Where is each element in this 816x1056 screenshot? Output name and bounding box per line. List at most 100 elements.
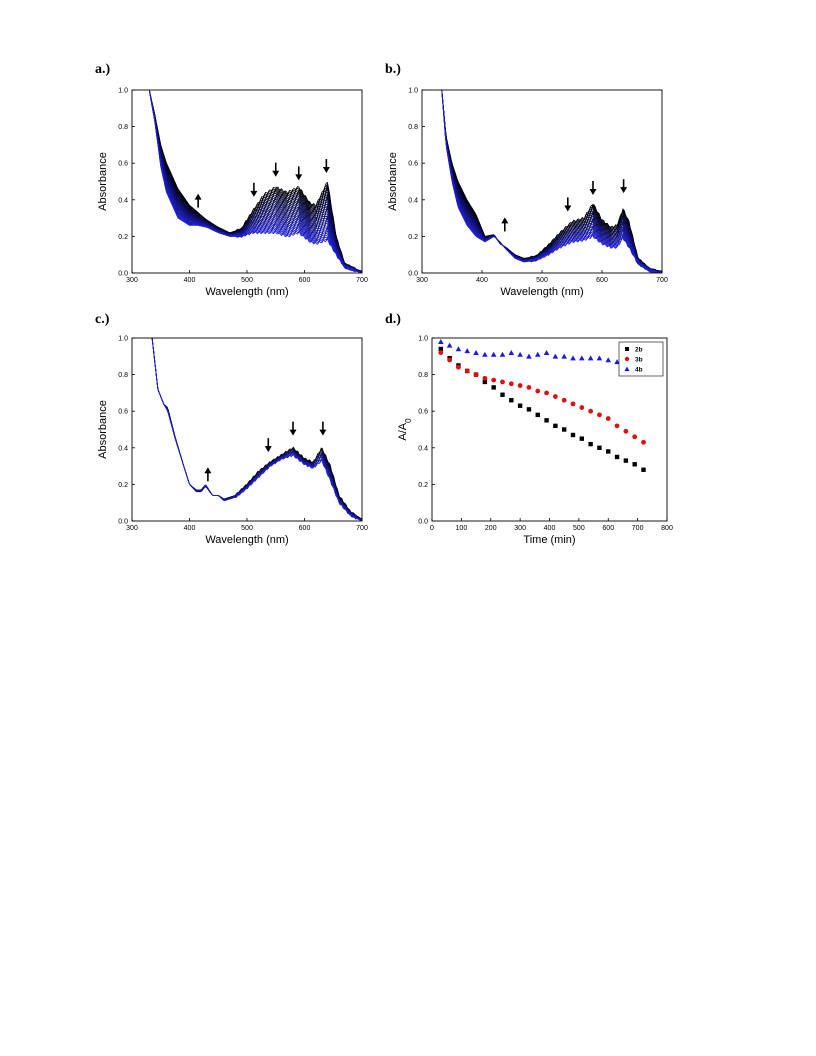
spectrum-line	[151, 338, 362, 521]
spectrum-line	[441, 90, 662, 273]
y-tick-label: 0.6	[408, 161, 418, 168]
data-point-4b	[587, 355, 594, 361]
y-tick-label: 0.6	[118, 409, 128, 416]
y-tick-label: 0.2	[408, 234, 418, 241]
y-tick-label: 0.0	[118, 271, 128, 278]
data-point-3b	[508, 381, 514, 387]
chart-b: 300 400 500 600 700 0.0 0.2 0.4 0.6 0.8 1.0 Wavelen…	[387, 88, 668, 299]
data-point-3b	[526, 385, 532, 390]
spectrum-line	[148, 90, 362, 272]
y-tick-label: 1.0	[118, 88, 128, 95]
legend-marker-4b	[624, 366, 630, 372]
panel-label: d.)	[385, 312, 401, 327]
x-tick-label: 700	[656, 277, 668, 284]
axes-frame	[131, 337, 363, 522]
data-point-4b	[455, 346, 462, 352]
x-tick-label: 500	[536, 277, 548, 284]
panel-b: b.) 300 400 500 600 700 0.0 0.2 0.4 0.6 0.8 1.0 Wav…	[385, 62, 675, 307]
x-tick-label: 600	[596, 277, 608, 284]
spectrum-line	[148, 90, 362, 273]
arrow-down-head	[564, 205, 572, 212]
y-tick-label: 0.2	[118, 482, 128, 489]
chart-c: 300 400 500 600 700 0.0 0.2 0.4 0.6 0.8 1.0 Wavelen…	[97, 336, 368, 547]
x-tick-label: 500	[241, 525, 253, 532]
data-point-4b	[526, 353, 532, 359]
x-tick-label: 400	[184, 525, 196, 532]
spectrum-line	[151, 338, 362, 520]
data-point-4b	[499, 351, 506, 357]
spectrum-line	[151, 338, 362, 520]
y-tick-label: 0.4	[118, 445, 128, 452]
y-tick-label: 1.0	[418, 336, 428, 343]
x-tick-label: 700	[632, 525, 644, 532]
y-tick-label: 0.8	[418, 372, 428, 379]
spectrum-line	[151, 338, 362, 520]
x-axis-title: Time (min)	[523, 534, 575, 546]
y-axis-title: Absorbance	[97, 152, 109, 211]
data-point-2b	[544, 418, 549, 423]
data-point-4b	[534, 351, 541, 357]
y-tick-label: 0.8	[118, 372, 128, 379]
y-tick-label: 0.4	[418, 445, 428, 452]
data-point-3b	[605, 416, 611, 421]
arrow-down-head	[319, 429, 327, 436]
legend-marker-2b	[625, 347, 629, 351]
spectrum-line	[148, 90, 362, 273]
y-tick-label: 0.0	[408, 271, 418, 278]
data-point-3b	[552, 394, 558, 399]
data-point-3b	[482, 375, 488, 381]
x-axis-title: Wavelength (nm)	[500, 286, 583, 298]
spectrum-line	[148, 90, 362, 273]
spectrum-line	[148, 90, 362, 273]
x-tick-label: 300	[126, 277, 138, 284]
x-tick-label: 400	[184, 277, 196, 284]
y-tick-label: 0.0	[418, 519, 428, 526]
y-tick-label: 0.4	[118, 197, 128, 204]
x-tick-label: 700	[356, 525, 368, 532]
y-axis-title: A/A0	[397, 418, 413, 441]
data-point-4b	[517, 351, 523, 357]
x-tick-label: 800	[661, 525, 673, 532]
y-tick-label: 0.2	[118, 234, 128, 241]
x-tick-label: 300	[416, 277, 428, 284]
data-point-4b	[464, 348, 471, 354]
data-point-2b	[517, 403, 523, 408]
data-point-3b	[517, 383, 523, 388]
spectrum-line	[441, 90, 662, 273]
spectrum-line	[151, 338, 362, 521]
panel-label: a.)	[95, 62, 111, 77]
x-tick-label: 600	[299, 525, 311, 532]
data-point-2b	[553, 423, 558, 429]
data-point-2b	[588, 441, 593, 447]
spectrum-line	[151, 338, 362, 520]
data-point-4b	[490, 351, 497, 357]
spectrum-line	[148, 90, 362, 273]
data-point-4b	[508, 349, 515, 355]
arrow-down-head	[250, 190, 258, 197]
arrow-up-head	[194, 193, 202, 200]
x-tick-label: 0	[430, 525, 434, 532]
arrow-down-head	[322, 167, 330, 174]
data-point-2b	[623, 458, 629, 463]
data-point-3b	[456, 364, 461, 370]
x-tick-label: 500	[241, 277, 253, 284]
data-point-2b	[579, 436, 585, 441]
data-point-3b	[473, 372, 479, 377]
data-point-3b	[464, 368, 470, 374]
data-point-4b	[570, 355, 576, 361]
spectrum-line	[148, 90, 362, 273]
panel-label: c.)	[95, 312, 110, 327]
data-point-4b	[579, 355, 585, 361]
data-point-3b	[561, 397, 567, 403]
panel-a: a.) 300 400 500 600 700 0.0 0.2 0.4 0.6 0.8 1.0 Wav…	[95, 62, 370, 307]
arrow-up-head	[501, 217, 509, 224]
spectrum-line	[148, 90, 362, 273]
y-tick-label: 1.0	[408, 88, 418, 95]
x-tick-label: 300	[514, 525, 526, 532]
data-point-4b	[614, 359, 620, 365]
x-tick-label: 600	[299, 277, 311, 284]
arrow-down-head	[295, 174, 303, 181]
spectrum-line	[151, 338, 362, 521]
spectrum-line	[151, 338, 362, 520]
spectrum-line	[148, 90, 362, 273]
